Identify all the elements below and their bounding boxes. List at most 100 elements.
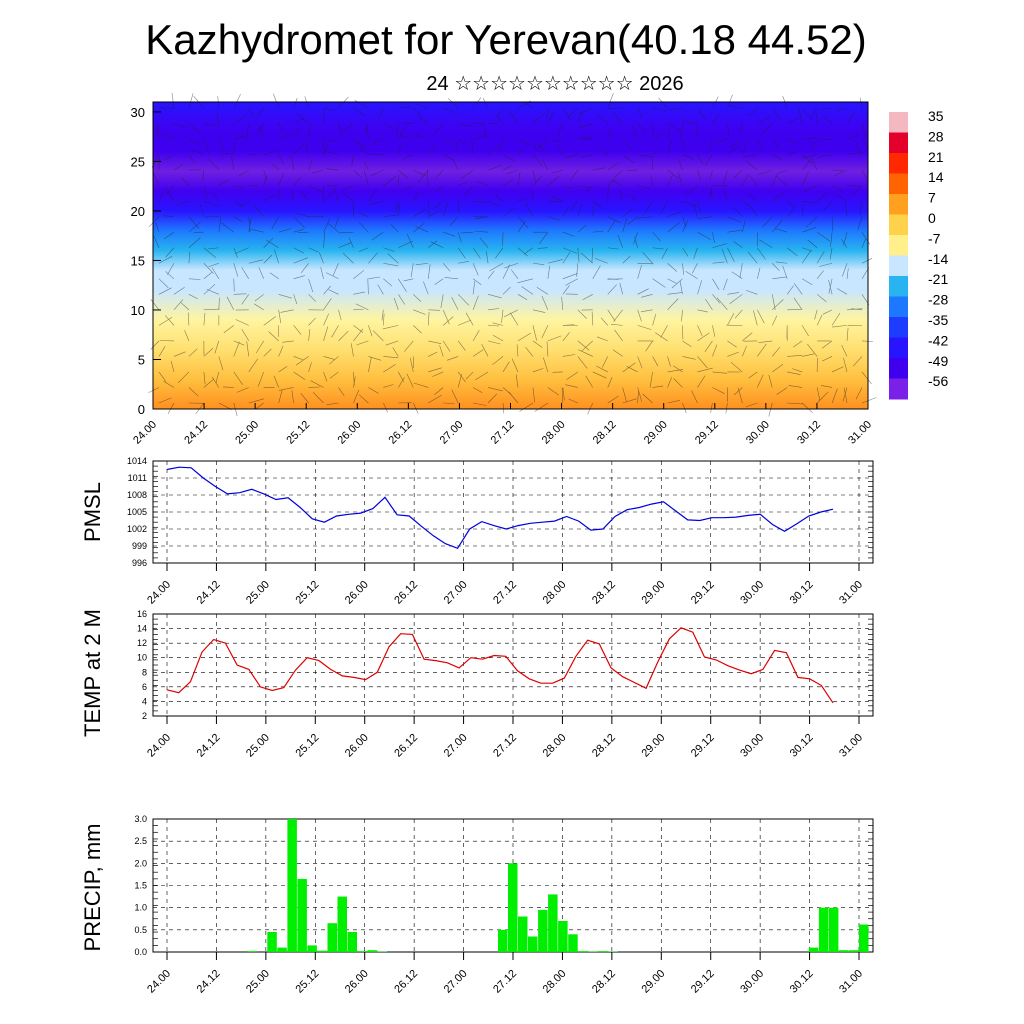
precip-panel-y-tick: 0.0 — [134, 947, 147, 957]
precip-panel-x-tick: 25.12 — [293, 968, 321, 996]
colorbar-label: -14 — [928, 251, 948, 267]
temp-panel-y-tick: 2 — [142, 711, 147, 721]
precip-bar — [508, 863, 518, 952]
precip-bar — [297, 878, 307, 952]
colorbar-label: -49 — [928, 353, 948, 369]
cross-section-y-tick: 30 — [131, 105, 145, 120]
pmsl-panel-y-tick: 1005 — [127, 507, 147, 517]
temp-panel-ylabel: TEMP at 2 M — [80, 609, 105, 737]
pmsl-panel-y-tick: 999 — [132, 541, 147, 551]
precip-bar — [307, 945, 317, 952]
cross-section-x-tick: 30.00 — [744, 419, 772, 447]
precip-bar — [347, 932, 357, 952]
temp-panel-x-tick: 30.00 — [738, 732, 766, 760]
colorbar-label: -21 — [928, 271, 948, 287]
cross-section-y-tick: 20 — [131, 204, 145, 219]
temp-panel-x-tick: 26.00 — [343, 732, 371, 760]
cross-section-y-tick: 0 — [138, 402, 145, 417]
pmsl-panel-x-tick: 26.00 — [343, 579, 371, 607]
temp-panel-y-tick: 12 — [137, 638, 147, 648]
precip-panel-x-tick: 27.12 — [491, 968, 519, 996]
precip-panel-x-tick: 29.00 — [639, 968, 667, 996]
precip-panel: 24.00 24.12 25.00 25.12 26.00 26.12 27.00 27.12… — [80, 814, 874, 996]
colorbar-swatch — [889, 214, 908, 236]
colorbar-swatch — [889, 317, 908, 338]
precip-bar — [277, 947, 287, 952]
temp-panel-y-tick: 8 — [142, 667, 147, 677]
pmsl-panel-x-tick: 24.12 — [195, 579, 223, 607]
precip-panel-y-tick: 3.0 — [134, 814, 147, 824]
precip-bar — [848, 950, 859, 952]
temp-panel-x-tick: 24.12 — [195, 732, 223, 760]
cross-section-y-tick: 10 — [131, 303, 145, 318]
precip-panel-x-tick: 24.00 — [145, 968, 173, 996]
cross-section-x-tick: 25.00 — [233, 419, 261, 447]
precip-panel-x-tick: 28.12 — [590, 968, 618, 996]
temp-panel-x-tick: 28.12 — [590, 732, 618, 760]
pmsl-panel-y-tick: 1014 — [127, 456, 147, 466]
temp-panel-x-tick: 29.00 — [639, 732, 667, 760]
precip-bar — [538, 909, 548, 952]
pmsl-panel-y-tick: 996 — [132, 558, 147, 568]
cross-section-x-tick: 25.12 — [284, 419, 312, 447]
pmsl-panel-x-tick: 30.00 — [738, 579, 766, 607]
pmsl-panel-x-tick: 30.12 — [788, 579, 816, 607]
precip-bar — [548, 894, 558, 952]
cross-section-y-tick: 5 — [138, 352, 145, 367]
cross-section-x-tick: 27.12 — [489, 419, 517, 447]
cross-section-x-tick: 26.12 — [387, 419, 415, 447]
precip-bar — [598, 951, 608, 952]
temp-panel-y-tick: 10 — [137, 653, 147, 663]
pmsl-panel-x-tick: 24.00 — [145, 579, 173, 607]
cross-section-x-tick: 27.00 — [438, 419, 466, 447]
temp-panel-x-tick: 27.00 — [442, 732, 470, 760]
cross-section-x-tick: 28.00 — [540, 419, 568, 447]
pmsl-panel-y-tick: 1002 — [127, 524, 147, 534]
precip-panel-x-tick: 26.12 — [392, 968, 420, 996]
colorbar-swatch — [889, 132, 908, 154]
chart-title: Kazhydromet for Yerevan(40.18 44.52) — [145, 16, 867, 63]
temp-panel-x-tick: 30.12 — [788, 732, 816, 760]
precip-bar — [337, 896, 347, 952]
colorbar-swatch — [889, 173, 908, 195]
cross-section-x-tick: 30.12 — [795, 419, 823, 447]
cross-section-y-tick: 25 — [131, 154, 145, 169]
cross-section-x-tick: 31.00 — [846, 419, 874, 447]
precip-panel-x-tick: 24.12 — [195, 968, 223, 996]
temp-panel-x-tick: 27.12 — [491, 732, 519, 760]
temp-panel-x-tick: 29.12 — [689, 732, 717, 760]
temp-panel-x-tick: 28.00 — [541, 732, 569, 760]
precip-panel-x-tick: 26.00 — [343, 968, 371, 996]
colorbar-label: 21 — [928, 149, 944, 165]
wind-barbs — [148, 92, 877, 417]
precip-bar — [568, 934, 578, 952]
cross-section-x-tick: 26.00 — [335, 419, 363, 447]
precip-bar — [818, 907, 829, 952]
precip-bar — [558, 921, 568, 952]
precip-panel-x-tick: 30.00 — [738, 968, 766, 996]
temp-panel-x-tick: 26.12 — [392, 732, 420, 760]
temp-panel-x-tick: 25.12 — [293, 732, 321, 760]
precip-bar — [838, 950, 849, 952]
pmsl-panel-x-tick: 27.12 — [491, 579, 519, 607]
cross-section-x-tick: 24.00 — [131, 419, 159, 447]
precip-bar — [247, 951, 257, 952]
colorbar-swatch — [889, 194, 908, 215]
precip-bar — [578, 951, 588, 952]
precip-panel-x-tick: 28.00 — [541, 968, 569, 996]
precip-panel-y-tick: 0.5 — [134, 925, 147, 935]
temp-panel-x-tick: 24.00 — [145, 732, 173, 760]
pmsl-panel-ylabel: PMSL — [80, 482, 105, 542]
temp-panel-x-tick: 31.00 — [837, 732, 865, 760]
precip-panel-x-tick: 31.00 — [837, 968, 865, 996]
precip-panel-y-tick: 2.0 — [134, 858, 147, 868]
precip-bar — [528, 936, 538, 952]
temp-panel-frame — [152, 613, 874, 717]
precip-panel-y-tick: 2.5 — [134, 836, 147, 846]
cross-section-x-tick: 29.12 — [693, 419, 721, 447]
temp-panel-y-tick: 6 — [142, 682, 147, 692]
precip-bar — [828, 907, 839, 952]
pmsl-panel-y-tick: 1011 — [128, 473, 147, 483]
temp-panel-y-tick: 4 — [142, 696, 147, 706]
colorbar-label: -42 — [928, 332, 948, 348]
